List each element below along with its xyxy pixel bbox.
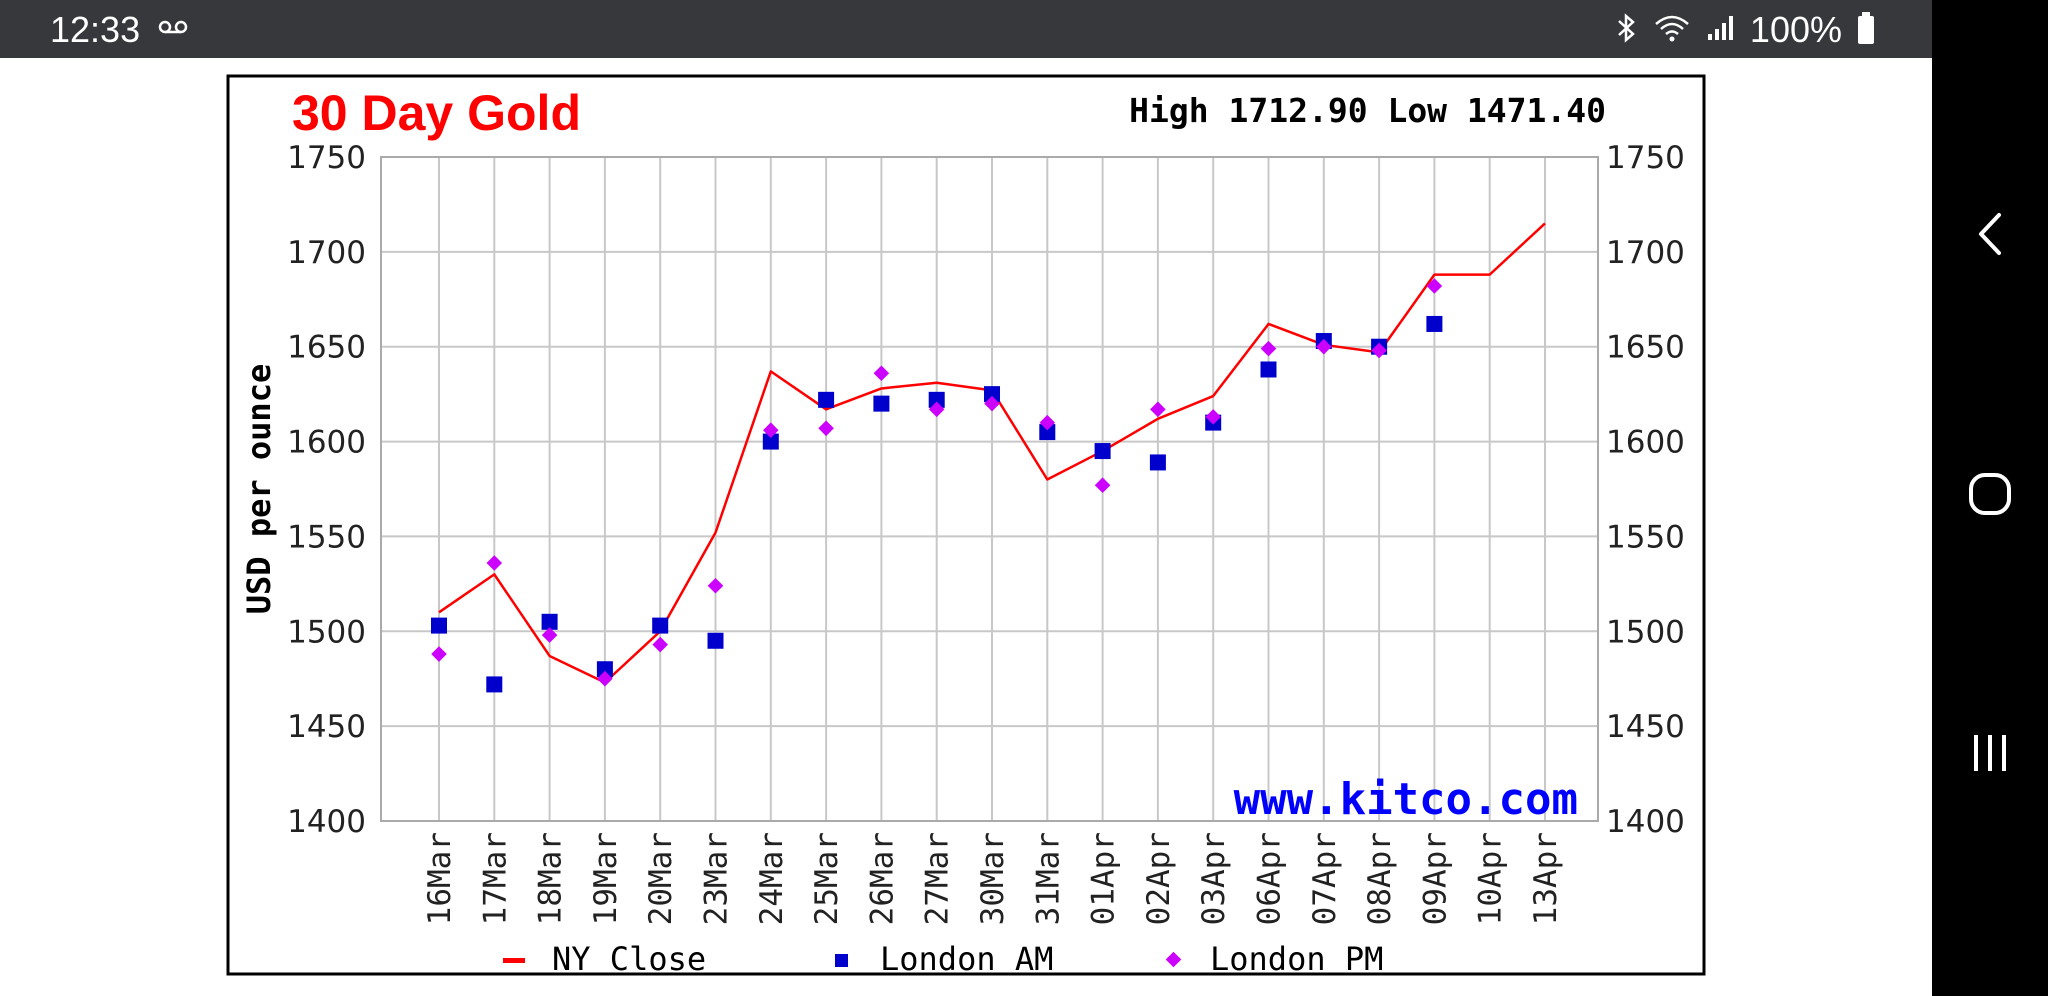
battery-icon	[1856, 11, 1876, 49]
battery-percentage: 100%	[1749, 9, 1842, 50]
x-tick-03Apr: 03Apr	[1196, 832, 1232, 925]
y-tick-left-1700: 1700	[287, 235, 366, 271]
london-pm-point-19Mar	[597, 670, 613, 687]
london-pm-point-01Apr	[1094, 477, 1111, 493]
y-tick-left-1400: 1400	[287, 804, 366, 840]
london-am-point-19Mar	[596, 661, 613, 678]
x-tick-17Mar: 17Mar	[477, 832, 513, 925]
y-ticks-left: 1750 1700 1650 1600 1550 1500 1450 1400	[287, 140, 366, 840]
x-tick-02Apr: 02Apr	[1141, 832, 1177, 925]
y-tick-left-1550: 1550	[287, 519, 366, 555]
y-tick-left-1650: 1650	[287, 330, 366, 366]
london-am-point-17Mar	[486, 676, 503, 693]
london-pm-point-18Mar	[541, 627, 558, 643]
y-tick-left-1450: 1450	[287, 709, 366, 745]
london-pm-point-08Apr	[1371, 342, 1387, 359]
bluetooth-icon	[1614, 12, 1638, 48]
x-tick-06Apr: 06Apr	[1252, 832, 1288, 925]
x-tick-08Apr: 08Apr	[1362, 832, 1398, 925]
london-am-point-02Apr	[1149, 454, 1166, 471]
london-pm-point-03Apr	[1205, 409, 1221, 425]
x-tick-31Mar: 31Mar	[1030, 832, 1066, 925]
y-ticks-right: 1750 1700 1650 1600 1550 1500 1450 1400	[1606, 140, 1685, 840]
back-icon	[1975, 211, 2005, 261]
london-am-point-30Mar	[984, 386, 1000, 403]
legend-london-am-swatch	[835, 954, 848, 967]
high-low-summary: High 1712.90 Low 1471.40	[1129, 91, 1606, 130]
london-pm-point-23Mar	[707, 577, 724, 594]
london-am-point-24Mar	[762, 433, 779, 450]
y-tick-left-1750: 1750	[287, 140, 366, 176]
plot-area-border	[380, 156, 1599, 822]
y-tick-right-1500: 1500	[1606, 614, 1685, 650]
legend-ny-close-swatch	[503, 958, 525, 963]
gold-price-chart: 30 Day Gold High 1712.90 Low 1471.40 USD…	[226, 74, 1706, 978]
london-am-point-26Mar	[873, 395, 890, 412]
x-tick-20Mar: 20Mar	[643, 832, 679, 925]
y-tick-left-1500: 1500	[287, 614, 366, 650]
legend-ny-close-label: NY Close	[552, 940, 706, 978]
x-tick-18Mar: 18Mar	[533, 832, 569, 925]
x-tick-09Apr: 09Apr	[1417, 832, 1453, 925]
vertical-gridlines	[438, 157, 1546, 821]
legend-london-pm-swatch	[1165, 951, 1182, 968]
status-icons: 100%	[1614, 8, 1876, 52]
voicemail-icon	[158, 18, 188, 40]
chart-title: 30 Day Gold	[292, 85, 581, 141]
x-tick-26Mar: 26Mar	[864, 832, 900, 925]
wifi-icon	[1652, 12, 1692, 48]
recents-button[interactable]	[1960, 725, 2020, 785]
london-pm-point-02Apr	[1150, 401, 1166, 418]
y-tick-right-1600: 1600	[1606, 425, 1685, 461]
x-tick-30Mar: 30Mar	[975, 832, 1011, 925]
x-tick-10Apr: 10Apr	[1473, 832, 1509, 925]
x-tick-23Mar: 23Mar	[699, 832, 735, 925]
london-pm-point-06Apr	[1260, 340, 1277, 357]
x-tick-19Mar: 19Mar	[588, 832, 624, 925]
london-am-point-18Mar	[541, 613, 558, 630]
x-tick-25Mar: 25Mar	[809, 832, 845, 925]
london-am-point-31Mar	[1039, 424, 1056, 441]
back-button[interactable]	[1960, 206, 2020, 266]
x-tick-01Apr: 01Apr	[1086, 832, 1122, 925]
london-pm-point-31Mar	[1039, 414, 1056, 431]
kitco-watermark: www.kitco.com	[1234, 774, 1578, 825]
y-tick-right-1650: 1650	[1606, 330, 1685, 366]
y-tick-left-1600: 1600	[287, 425, 366, 461]
london-am-point-23Mar	[707, 632, 724, 649]
x-tick-13Apr: 13Apr	[1528, 832, 1564, 925]
london-pm-point-20Mar	[652, 636, 668, 653]
legend-london-am-label: London AM	[880, 940, 1053, 978]
home-button[interactable]	[1960, 466, 2020, 526]
y-tick-right-1400: 1400	[1606, 804, 1685, 840]
legend: NY Close London AM London PM	[503, 940, 1383, 978]
x-tick-24Mar: 24Mar	[754, 832, 790, 925]
navigation-bar	[1932, 0, 2048, 996]
london-am-point-06Apr	[1260, 361, 1277, 378]
x-tick-16Mar: 16Mar	[422, 832, 458, 925]
london-am-point-25Mar	[818, 391, 835, 408]
recents-icon	[1968, 731, 2012, 779]
status-bar: 12:33 100%	[0, 0, 1932, 58]
status-time: 12:33	[50, 9, 141, 50]
x-tick-27Mar: 27Mar	[920, 832, 956, 925]
london-pm-point-07Apr	[1316, 338, 1332, 355]
y-tick-right-1550: 1550	[1606, 519, 1685, 555]
london-pm-point-09Apr	[1426, 278, 1443, 294]
signal-icon	[1706, 12, 1736, 48]
london-am-point-01Apr	[1094, 443, 1111, 460]
chart-frame	[226, 74, 1706, 976]
home-icon	[1966, 470, 2014, 522]
y-tick-right-1750: 1750	[1606, 140, 1685, 176]
legend-london-pm-label: London PM	[1210, 940, 1383, 978]
london-am-point-27Mar	[928, 391, 945, 408]
london-am-point-20Mar	[652, 617, 669, 634]
y-tick-right-1700: 1700	[1606, 235, 1685, 271]
x-tick-labels: 16Mar 17Mar 18Mar 19Mar 20Mar 23Mar 24Mar 25Mar…	[422, 832, 1564, 925]
x-tick-07Apr: 07Apr	[1307, 832, 1343, 925]
y-tick-right-1450: 1450	[1606, 709, 1685, 745]
london-am-point-09Apr	[1426, 315, 1443, 332]
y-axis-label: USD per ounce	[240, 364, 278, 614]
london-am-point-16Mar	[431, 617, 447, 634]
